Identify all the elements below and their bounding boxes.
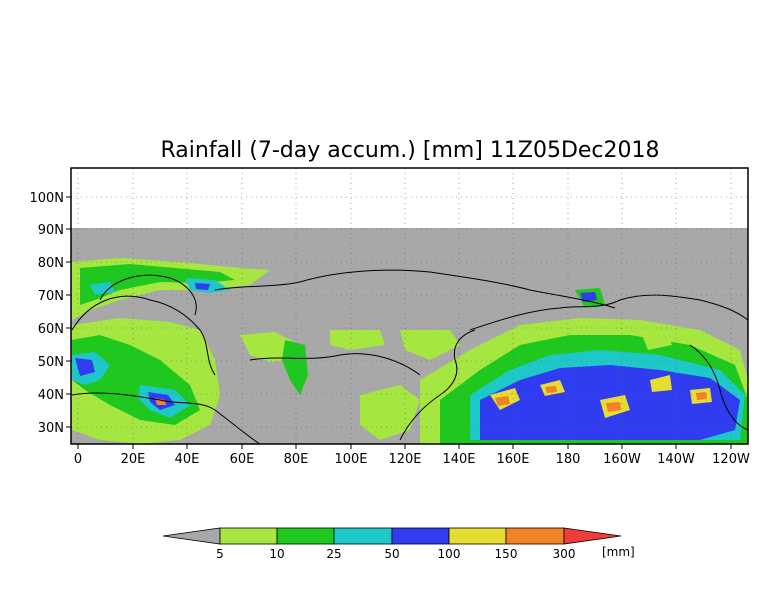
lon-tick-label: 140E [442, 452, 475, 467]
lon-tick-label: 120W [712, 452, 750, 467]
colorbar-label: 150 [495, 547, 518, 561]
lat-tick-label: 100N [29, 191, 64, 206]
colorbar-segment-5-10 [219, 527, 278, 545]
colorbar-segment-25-50 [333, 527, 393, 545]
colorbar-label: 5 [216, 547, 224, 561]
colorbar-label: 50 [384, 547, 399, 561]
colorbar-segment-100-150 [448, 527, 507, 545]
latitude-axis: 100N 90N 80N 70N 60N 50N 40N 30N [29, 191, 71, 436]
colorbar-label: 300 [553, 547, 576, 561]
colorbar-label: 100 [438, 547, 461, 561]
colorbar-label: 25 [326, 547, 341, 561]
lon-tick-label: 160W [603, 452, 641, 467]
colorbar-segment-150-300 [505, 527, 565, 545]
map-frame [70, 167, 749, 445]
coastlines [71, 269, 749, 445]
colorbar-label: 10 [269, 547, 284, 561]
lon-tick-label: 80E [284, 452, 309, 467]
map-area [70, 167, 749, 445]
lon-tick-label: 40E [175, 452, 200, 467]
grid-lines [71, 168, 748, 444]
lat-tick-label: 90N [38, 223, 64, 238]
lat-tick-label: 30N [38, 421, 64, 436]
lat-tick-label: 80N [38, 256, 64, 271]
lon-tick-label: 100E [334, 452, 367, 467]
lon-tick-label: 0 [74, 452, 82, 467]
colorbar-high-arrow [563, 527, 622, 545]
lat-tick-label: 70N [38, 289, 64, 304]
colorbar: 5 10 25 50 100 150 300 [mm] [162, 527, 635, 561]
lon-tick-label: 160E [496, 452, 529, 467]
lat-tick-label: 60N [38, 322, 64, 337]
lat-tick-label: 50N [38, 355, 64, 370]
colorbar-low-arrow [162, 527, 221, 545]
precipitation-overlay [72, 258, 748, 444]
lon-tick-label: 120E [388, 452, 421, 467]
longitude-axis: 0 20E 40E 60E 80E 100E 120E 140E 160E 180 160W 140W… [74, 444, 750, 467]
colorbar-segment-10-25 [276, 527, 335, 545]
blank-region [71, 168, 748, 228]
lon-tick-label: 20E [121, 452, 146, 467]
lon-tick-label: 140W [657, 452, 695, 467]
colorbar-unit: [mm] [602, 545, 635, 559]
map-title: Rainfall (7-day accum.) [mm] 11Z05Dec201… [160, 138, 659, 163]
lon-tick-label: 180 [556, 452, 581, 467]
lon-tick-label: 60E [230, 452, 255, 467]
lat-tick-label: 40N [38, 388, 64, 403]
colorbar-segment-50-100 [391, 527, 450, 545]
